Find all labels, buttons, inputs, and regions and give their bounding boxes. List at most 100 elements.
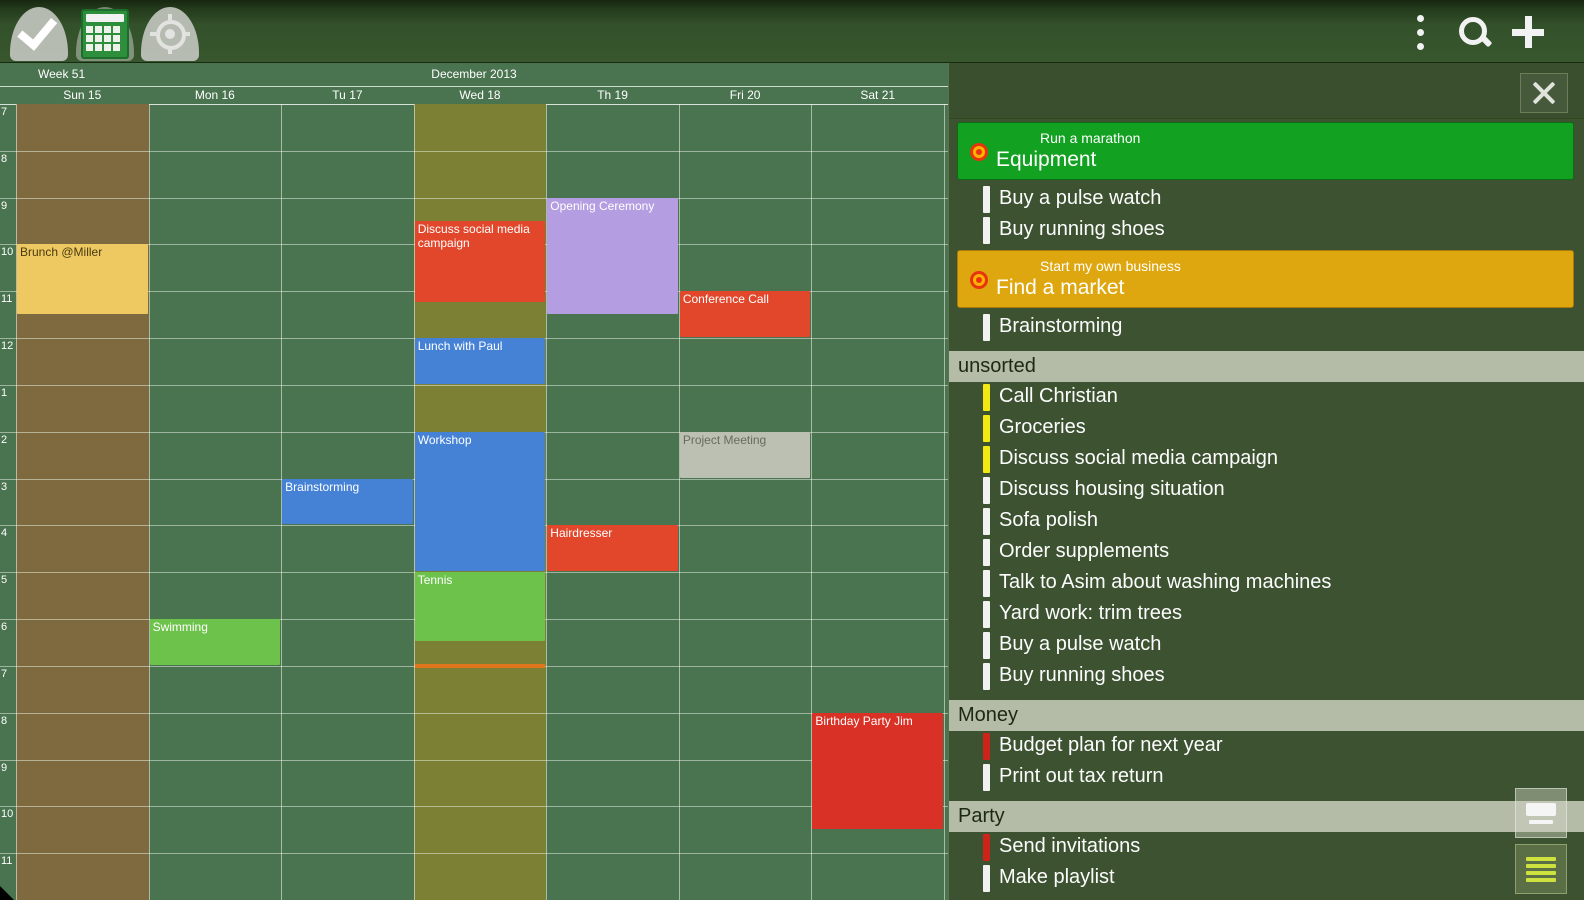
grid-hline	[0, 384, 948, 386]
hour-label: 11	[1, 293, 13, 306]
close-button[interactable]	[1520, 73, 1568, 113]
calendar-event[interactable]: Brunch @Miller	[17, 244, 148, 314]
day-header[interactable]: Mon 16	[194, 88, 235, 102]
task-panel: Run a marathon Equipment Buy a pulse watch…	[948, 62, 1584, 900]
grid-hline	[0, 150, 948, 152]
add-button[interactable]	[1506, 10, 1550, 54]
task-label: Order supplements	[999, 540, 1170, 562]
task-label: Brainstorming	[999, 315, 1123, 337]
task-item[interactable]: Talk to Asim about washing machines	[949, 568, 1584, 599]
grid-vline	[16, 104, 17, 900]
search-icon	[1457, 15, 1493, 49]
calendar-icon	[81, 9, 129, 59]
goal-target-icon	[970, 271, 988, 289]
done-button[interactable]	[10, 7, 68, 61]
day-header[interactable]: Tu 17	[332, 88, 363, 102]
task-label: Yard work: trim trees	[999, 602, 1182, 624]
keyboard-button[interactable]	[1515, 788, 1567, 838]
calendar-event[interactable]: Brainstorming	[282, 478, 413, 525]
overflow-menu-button[interactable]	[1398, 10, 1442, 54]
grid-hline	[0, 853, 948, 855]
task-label: Call Christian	[999, 385, 1118, 407]
calendar-event[interactable]: Swimming	[149, 619, 281, 665]
grid-vline	[678, 104, 680, 900]
hour-label: 7	[1, 106, 8, 118]
calendar-event[interactable]: Lunch with Paul	[414, 338, 546, 384]
task-item[interactable]: Print out tax return	[949, 762, 1584, 793]
time-marker	[414, 663, 546, 668]
goal-target-icon	[970, 143, 988, 161]
calendar-event[interactable]: Project Meeting	[679, 431, 811, 478]
goal-subtitle: Start my own business	[1040, 258, 1181, 274]
task-priority-bar	[983, 663, 990, 690]
day-header[interactable]: Sat 21	[860, 88, 896, 102]
grid-vline	[546, 104, 548, 900]
calendar-event[interactable]: Workshop	[414, 431, 546, 572]
task-priority-bar	[983, 508, 990, 535]
grid-hline	[0, 197, 948, 199]
grid-vline	[413, 104, 415, 900]
task-item[interactable]: Brainstorming	[949, 312, 1584, 343]
task-priority-bar	[983, 186, 990, 213]
task-section-header[interactable]: Party	[949, 801, 1584, 832]
task-item[interactable]: Yard work: trim trees	[949, 599, 1584, 630]
hour-label: 5	[1, 574, 8, 587]
task-priority-bar	[983, 415, 990, 442]
task-section-header[interactable]: Money	[949, 700, 1584, 731]
hour-label: 7	[1, 667, 8, 680]
task-item[interactable]: Groceries	[949, 413, 1584, 444]
task-item[interactable]: Buy a pulse watch	[949, 630, 1584, 661]
task-item[interactable]: Buy running shoes	[949, 661, 1584, 692]
task-item[interactable]: Buy running shoes	[949, 215, 1584, 246]
hour-label: 4	[1, 527, 8, 540]
task-priority-bar	[983, 764, 990, 791]
task-item[interactable]: Discuss social media campaign	[949, 444, 1584, 475]
task-item[interactable]: Sofa polish	[949, 506, 1584, 537]
hour-label: 12	[1, 340, 14, 353]
day-header[interactable]: Fri 20	[729, 88, 761, 102]
task-section-header[interactable]: unsorted	[949, 351, 1584, 382]
goals-button[interactable]	[141, 7, 199, 61]
hour-label: 6	[1, 621, 8, 634]
hour-label: 9	[1, 199, 8, 212]
task-item[interactable]: Discuss housing situation	[949, 475, 1584, 506]
task-label: Make playlist	[999, 866, 1115, 888]
task-item[interactable]: Order supplements	[949, 537, 1584, 568]
task-priority-bar	[983, 865, 990, 892]
task-priority-bar	[983, 539, 990, 566]
day-header-row: Sun 15 Mon 16 Tu 17 Wed 18 Th 19 Fri 20 Sat 21	[0, 87, 948, 105]
task-item[interactable]: Call Christian	[949, 382, 1584, 413]
calendar-event[interactable]: Birthday Party Jim	[812, 712, 943, 829]
task-item[interactable]: Buy a pulse watch	[949, 184, 1584, 215]
toolbar	[0, 0, 1584, 63]
calendar-event[interactable]: Opening Ceremony	[547, 197, 678, 314]
close-icon	[1531, 80, 1557, 106]
task-label: Groceries	[999, 416, 1086, 438]
task-list: Run a marathon Equipment Buy a pulse watch…	[949, 118, 1584, 900]
calendar-event[interactable]: Discuss social media campaign	[414, 221, 546, 302]
goal-banner[interactable]: Run a marathon Equipment	[957, 122, 1574, 180]
calendar-event[interactable]: Conference Call	[679, 291, 811, 338]
goal-banner[interactable]: Start my own business Find a market	[957, 250, 1574, 308]
hour-label: 1	[1, 386, 8, 399]
search-button[interactable]	[1452, 10, 1496, 54]
day-header[interactable]: Sun 15	[63, 88, 102, 102]
hour-label: 10	[1, 808, 14, 821]
goal-subtitle: Run a marathon	[1040, 130, 1141, 146]
keyboard-icon	[1526, 802, 1556, 824]
task-label: Discuss housing situation	[999, 478, 1225, 500]
calendar-event[interactable]: Tennis	[414, 572, 546, 642]
task-item[interactable]: Budget plan for next year	[949, 731, 1584, 762]
task-item[interactable]: Send invitations	[949, 832, 1584, 863]
day-header[interactable]: Wed 18	[459, 88, 501, 102]
grid-hline	[0, 806, 948, 808]
goal-title: Equipment	[996, 148, 1097, 171]
task-priority-bar	[983, 570, 990, 597]
task-priority-bar	[983, 217, 990, 244]
list-button[interactable]	[1515, 844, 1567, 894]
calendar-event[interactable]: Hairdresser	[547, 525, 678, 572]
task-item[interactable]: Make playlist	[949, 863, 1584, 894]
calendar-view-button[interactable]	[76, 7, 134, 61]
calendar-grid[interactable]: 7 8 9 10 11 12 1 2 3 4 5 6 7 8 9 10 11 Brunch @Miller Swim…	[0, 104, 948, 900]
day-header[interactable]: Th 19	[597, 88, 628, 102]
